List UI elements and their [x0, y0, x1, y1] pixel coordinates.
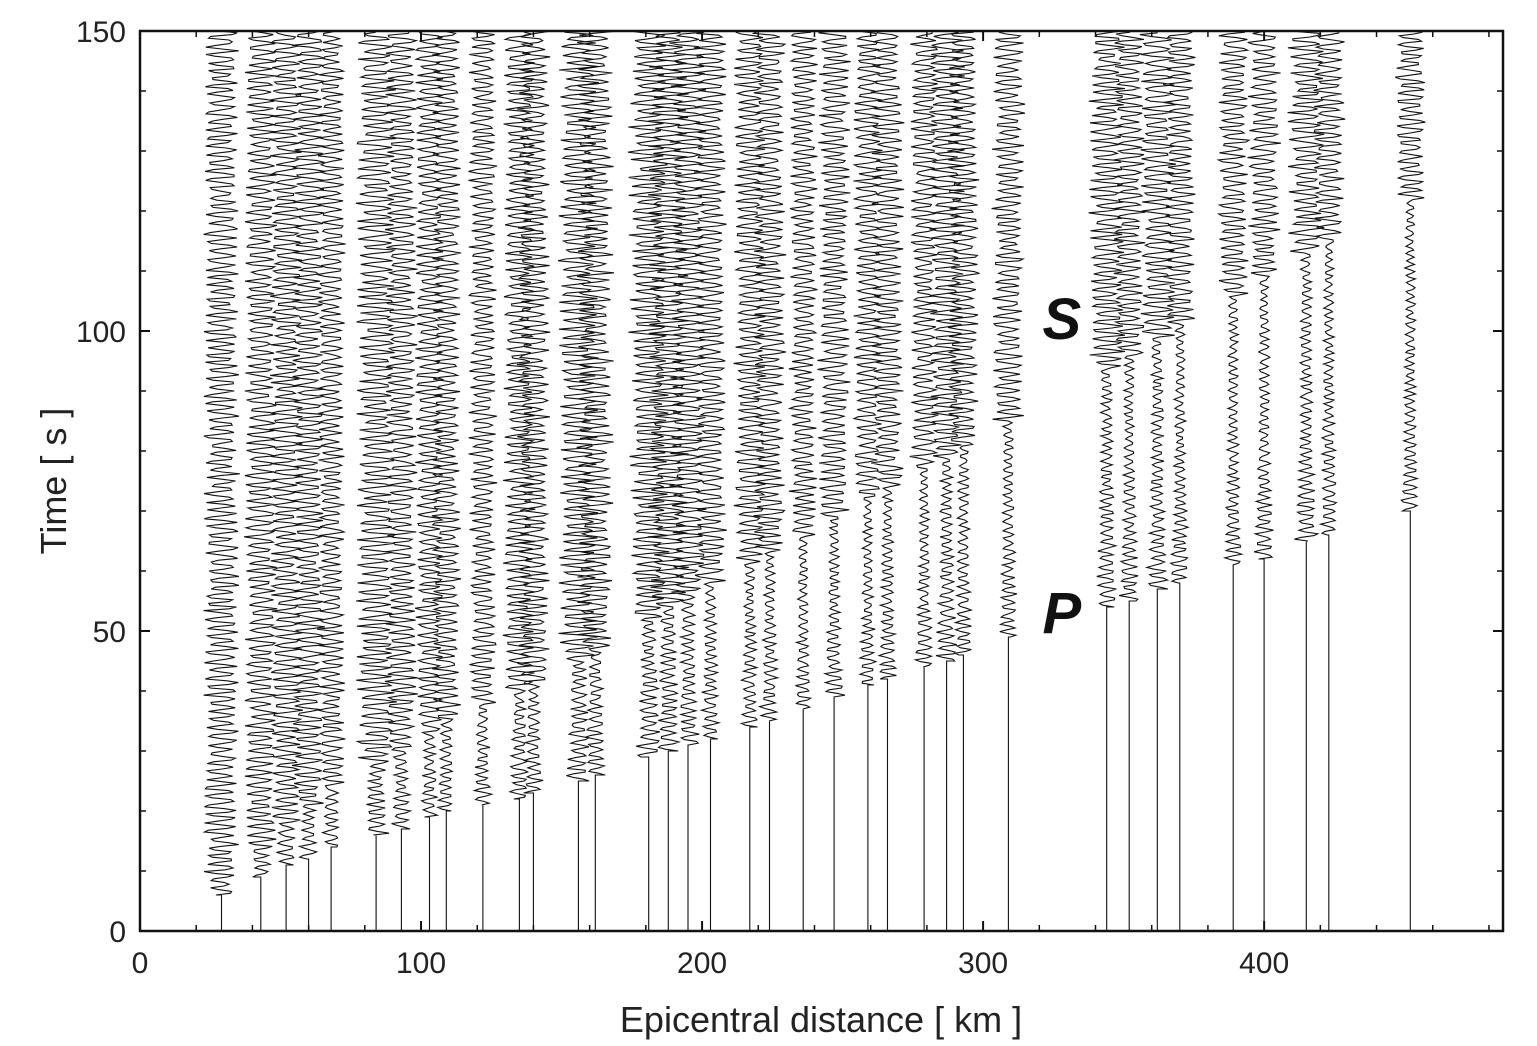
seismogram-trace-60km [291, 30, 326, 931]
y-axis-title: Time [ s ] [33, 408, 74, 555]
axis-ticks [139, 30, 1503, 932]
x-tick-label-0: 0 [132, 947, 149, 980]
seismogram-trace-84km [355, 31, 397, 931]
x-tick-label-400: 400 [1239, 947, 1289, 980]
seismogram-trace-203km [693, 31, 727, 931]
seismogram-trace-370km [1163, 31, 1196, 931]
axis-tick-labels: 0 100 200 300 400 0 50 100 150 [76, 16, 1289, 980]
seismogram-trace-247km [817, 30, 851, 931]
seismogram-trace-362km [1139, 32, 1177, 931]
seismogram-trace-236km [787, 31, 818, 931]
seismogram-trace-43km [243, 30, 278, 931]
seismogram-trace-224km [751, 31, 787, 931]
seismogram-trace-195km [669, 31, 707, 931]
seismogram-trace-217km [733, 31, 767, 931]
seismogram-trace-140km [516, 31, 551, 931]
x-tick-label-200: 200 [677, 947, 727, 980]
x-tick-label-100: 100 [396, 947, 446, 980]
y-tick-label-150: 150 [76, 16, 126, 49]
seismogram-trace-29km [202, 30, 240, 931]
y-tick-label-100: 100 [76, 316, 126, 349]
seismogram-trace-259km [852, 31, 883, 931]
plot-frame [138, 29, 1505, 933]
seismogram-trace-122km [468, 30, 498, 931]
seismogram-trace-162km [576, 31, 615, 931]
seismogram-trace-266km [870, 30, 905, 931]
seismogram-trace-415km [1287, 31, 1325, 931]
seismogram-trace-344km [1088, 30, 1126, 931]
y-tick-label-0: 0 [109, 916, 126, 949]
seismogram-trace-156km [557, 31, 599, 931]
seismogram-trace-109km [430, 31, 462, 931]
phase-annotations: SP [1042, 287, 1081, 646]
y-tick-label-50: 50 [93, 616, 126, 649]
seismogram-trace-352km [1113, 31, 1146, 931]
phase-label-P: P [1042, 581, 1081, 646]
seismogram-trace-452km [1395, 31, 1426, 931]
seismogram-trace-400km [1247, 31, 1281, 931]
seismogram-trace-188km [647, 30, 690, 931]
x-tick-label-300: 300 [958, 947, 1008, 980]
seismogram-trace-389km [1216, 31, 1251, 931]
seismogram-trace-423km [1313, 32, 1346, 931]
seismogram-trace-135km [502, 31, 537, 931]
seismogram-trace-293km [947, 31, 980, 931]
seismogram-trace-52km [269, 31, 303, 931]
seismogram-trace-181km [627, 31, 670, 931]
seismogram-trace-279km [909, 31, 939, 931]
phase-label-S: S [1042, 287, 1081, 352]
seismogram-traces [202, 30, 1426, 931]
seismogram-trace-287km [929, 30, 965, 931]
x-axis-title: Epicentral distance [ km ] [620, 999, 1022, 1040]
seismogram-trace-93km [384, 31, 419, 931]
seismogram-trace-309km [991, 31, 1026, 931]
seismogram-trace-68km [315, 31, 347, 931]
